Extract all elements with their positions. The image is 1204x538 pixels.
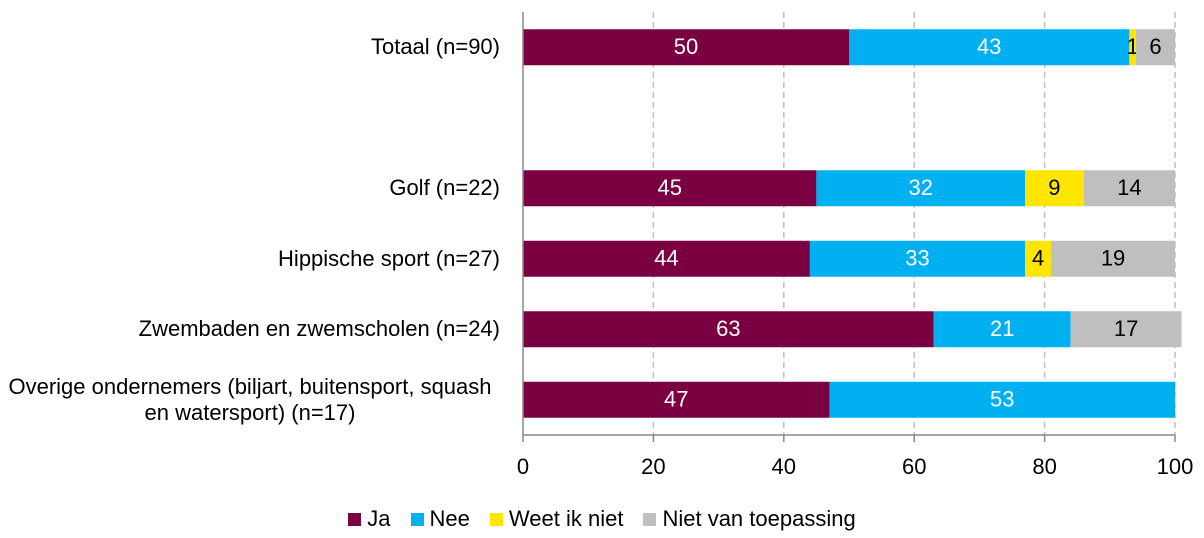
category-label: Hippische sport (n=27) bbox=[0, 229, 500, 289]
x-tick-label: 100 bbox=[1157, 454, 1194, 479]
category-label: Golf (n=22) bbox=[0, 158, 500, 218]
category-label: Totaal (n=90) bbox=[0, 17, 500, 77]
value-label: 47 bbox=[664, 387, 688, 412]
bar-segment bbox=[809, 240, 1026, 277]
legend-swatch bbox=[489, 512, 503, 526]
value-label: 63 bbox=[716, 316, 740, 341]
value-label: 17 bbox=[1114, 316, 1138, 341]
legend-label: Nee bbox=[429, 506, 470, 531]
value-label: 32 bbox=[908, 175, 932, 200]
bar-segment bbox=[523, 29, 849, 66]
value-label: 33 bbox=[905, 246, 929, 271]
x-tick-label: 80 bbox=[1032, 454, 1056, 479]
category-text: Overige ondernemers (biljart, buitenspor… bbox=[8, 373, 492, 425]
category-text: Totaal (n=90) bbox=[370, 34, 500, 60]
legend-item: Ja bbox=[348, 506, 391, 532]
bar-segment bbox=[1070, 311, 1182, 348]
legend-swatch bbox=[348, 512, 362, 526]
category-label: Zwembaden en zwemscholen (n=24) bbox=[0, 299, 500, 359]
value-label: 6 bbox=[1149, 34, 1161, 59]
legend: Ja Nee Weet ik niet Niet van toepassing bbox=[0, 506, 1204, 532]
category-text: Hippische sport (n=27) bbox=[278, 245, 500, 271]
category-text: Zwembaden en zwemscholen (n=24) bbox=[138, 316, 500, 342]
x-tick-label: 40 bbox=[772, 454, 796, 479]
bar-segment bbox=[523, 240, 810, 277]
bar-segment bbox=[523, 311, 934, 348]
bar-segment bbox=[523, 170, 817, 207]
value-label: 4 bbox=[1032, 246, 1044, 271]
value-label: 44 bbox=[654, 246, 678, 271]
bar-segment bbox=[1025, 170, 1084, 207]
bar-segment bbox=[1135, 29, 1175, 66]
legend-swatch bbox=[410, 512, 424, 526]
value-label: 43 bbox=[977, 34, 1001, 59]
value-label: 50 bbox=[674, 34, 698, 59]
bar-segment bbox=[1129, 29, 1136, 66]
legend-item: Nee bbox=[410, 506, 470, 532]
value-label: 19 bbox=[1101, 246, 1125, 271]
bar-segment bbox=[1025, 240, 1052, 277]
category-text: Golf (n=22) bbox=[389, 175, 500, 201]
legend-label: Niet van toepassing bbox=[662, 506, 856, 531]
bar-segment bbox=[816, 170, 1026, 207]
bar-segment bbox=[849, 29, 1130, 66]
legend-label: Ja bbox=[367, 506, 391, 531]
x-tick-label: 60 bbox=[902, 454, 926, 479]
value-label: 21 bbox=[990, 316, 1014, 341]
value-label: 53 bbox=[990, 387, 1014, 412]
category-label: Overige ondernemers (biljart, buitenspor… bbox=[0, 370, 500, 430]
value-label: 1 bbox=[1126, 34, 1138, 59]
value-label: 9 bbox=[1048, 175, 1060, 200]
legend-item: Weet ik niet bbox=[489, 506, 624, 532]
bar-segment bbox=[1051, 240, 1175, 277]
x-tick-label: 20 bbox=[641, 454, 665, 479]
x-tick-label: 0 bbox=[517, 454, 529, 479]
bar-segment bbox=[1083, 170, 1175, 207]
bar-segment bbox=[933, 311, 1071, 348]
value-label: 45 bbox=[657, 175, 681, 200]
bar-segment bbox=[829, 381, 1175, 418]
legend-swatch bbox=[643, 512, 657, 526]
value-label: 14 bbox=[1117, 175, 1141, 200]
bar-segment bbox=[523, 381, 830, 418]
legend-item: Niet van toepassing bbox=[643, 506, 856, 532]
legend-label: Weet ik niet bbox=[508, 506, 624, 531]
